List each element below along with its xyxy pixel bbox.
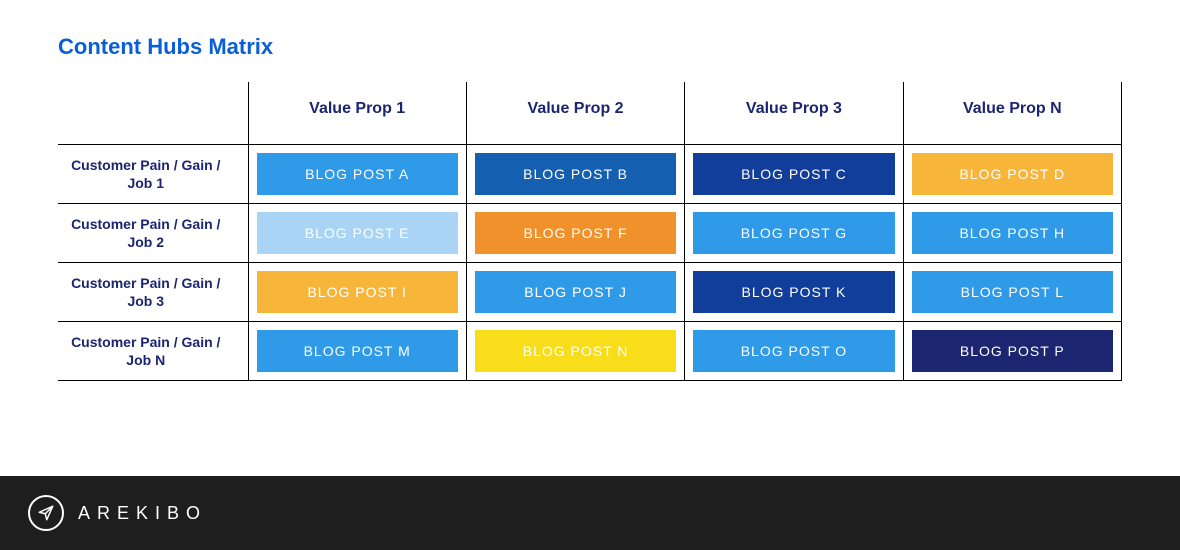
footer-bar: AREKIBO xyxy=(0,476,1180,550)
blog-post-chip: BLOG POST F xyxy=(475,212,676,254)
blog-post-chip: BLOG POST P xyxy=(912,330,1113,372)
matrix-cell: BLOG POST O xyxy=(685,322,903,381)
row-header: Customer Pain / Gain / Job 3 xyxy=(58,263,248,322)
blog-post-chip: BLOG POST B xyxy=(475,153,676,195)
column-header: Value Prop 3 xyxy=(685,82,903,145)
matrix-cell: BLOG POST N xyxy=(466,322,684,381)
matrix-cell: BLOG POST I xyxy=(248,263,466,322)
matrix-cell: BLOG POST P xyxy=(903,322,1121,381)
matrix-cell: BLOG POST G xyxy=(685,204,903,263)
blog-post-chip: BLOG POST A xyxy=(257,153,458,195)
row-header: Customer Pain / Gain / Job N xyxy=(58,322,248,381)
blog-post-chip: BLOG POST L xyxy=(912,271,1113,313)
matrix-cell: BLOG POST H xyxy=(903,204,1121,263)
matrix-corner-empty xyxy=(58,82,248,145)
matrix-cell: BLOG POST J xyxy=(466,263,684,322)
matrix-column-headers: Value Prop 1 Value Prop 2 Value Prop 3 V… xyxy=(58,82,1122,145)
row-header: Customer Pain / Gain / Job 2 xyxy=(58,204,248,263)
blog-post-chip: BLOG POST E xyxy=(257,212,458,254)
blog-post-chip: BLOG POST C xyxy=(693,153,894,195)
blog-post-chip: BLOG POST J xyxy=(475,271,676,313)
matrix-cell: BLOG POST E xyxy=(248,204,466,263)
matrix-cell: BLOG POST C xyxy=(685,145,903,204)
row-header: Customer Pain / Gain / Job 1 xyxy=(58,145,248,204)
blog-post-chip: BLOG POST H xyxy=(912,212,1113,254)
column-header: Value Prop 2 xyxy=(466,82,684,145)
matrix-cell: BLOG POST D xyxy=(903,145,1121,204)
blog-post-chip: BLOG POST K xyxy=(693,271,894,313)
matrix-cell: BLOG POST M xyxy=(248,322,466,381)
matrix-cell: BLOG POST L xyxy=(903,263,1121,322)
table-row: Customer Pain / Gain / Job 2 BLOG POST E… xyxy=(58,204,1122,263)
table-row: Customer Pain / Gain / Job 3 BLOG POST I… xyxy=(58,263,1122,322)
blog-post-chip: BLOG POST O xyxy=(693,330,894,372)
matrix-cell: BLOG POST B xyxy=(466,145,684,204)
matrix-cell: BLOG POST K xyxy=(685,263,903,322)
content-area: Content Hubs Matrix Value Prop 1 Value P… xyxy=(0,0,1180,476)
brand-logo-icon xyxy=(28,495,64,531)
brand-name: AREKIBO xyxy=(78,503,207,524)
page: Content Hubs Matrix Value Prop 1 Value P… xyxy=(0,0,1180,550)
table-row: Customer Pain / Gain / Job 1 BLOG POST A… xyxy=(58,145,1122,204)
blog-post-chip: BLOG POST G xyxy=(693,212,894,254)
page-title: Content Hubs Matrix xyxy=(58,34,1122,60)
column-header: Value Prop 1 xyxy=(248,82,466,145)
column-header: Value Prop N xyxy=(903,82,1121,145)
blog-post-chip: BLOG POST D xyxy=(912,153,1113,195)
table-row: Customer Pain / Gain / Job N BLOG POST M… xyxy=(58,322,1122,381)
blog-post-chip: BLOG POST N xyxy=(475,330,676,372)
content-hubs-matrix-table: Value Prop 1 Value Prop 2 Value Prop 3 V… xyxy=(58,82,1122,381)
matrix-body: Customer Pain / Gain / Job 1 BLOG POST A… xyxy=(58,145,1122,381)
blog-post-chip: BLOG POST I xyxy=(257,271,458,313)
matrix-cell: BLOG POST F xyxy=(466,204,684,263)
blog-post-chip: BLOG POST M xyxy=(257,330,458,372)
matrix-cell: BLOG POST A xyxy=(248,145,466,204)
